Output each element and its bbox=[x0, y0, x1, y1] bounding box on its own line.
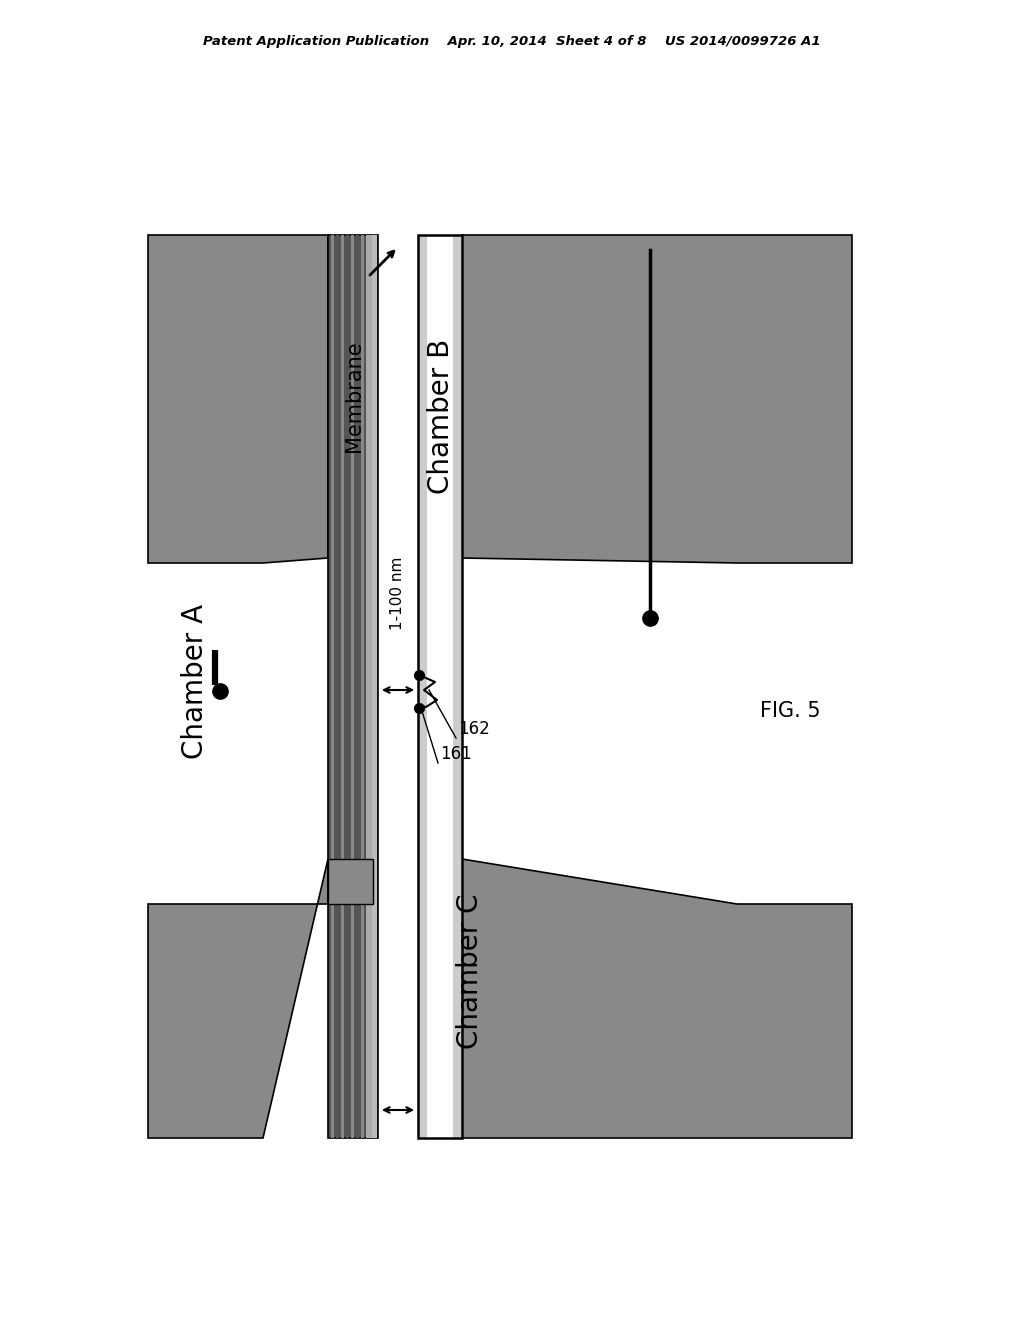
Bar bbox=[351, 235, 354, 1138]
Text: 1-100 nm: 1-100 nm bbox=[390, 557, 406, 630]
Bar bbox=[346, 235, 349, 1138]
Bar bbox=[371, 235, 374, 1138]
Bar bbox=[328, 235, 378, 1138]
Polygon shape bbox=[148, 859, 328, 1138]
Bar bbox=[418, 235, 427, 1138]
Bar bbox=[356, 235, 359, 1138]
Bar bbox=[372, 235, 377, 1138]
Bar bbox=[336, 235, 339, 1138]
Polygon shape bbox=[148, 235, 328, 564]
Polygon shape bbox=[462, 235, 852, 564]
Bar bbox=[366, 235, 369, 1138]
Text: Chamber C: Chamber C bbox=[456, 894, 484, 1049]
Polygon shape bbox=[462, 859, 852, 1138]
Text: Chamber B: Chamber B bbox=[427, 339, 455, 494]
Text: Membrane: Membrane bbox=[344, 341, 364, 453]
Text: Patent Application Publication    Apr. 10, 2014  Sheet 4 of 8    US 2014/0099726: Patent Application Publication Apr. 10, … bbox=[203, 36, 821, 49]
Text: 161: 161 bbox=[440, 744, 472, 763]
Text: Chamber A: Chamber A bbox=[181, 603, 209, 759]
Bar bbox=[341, 235, 344, 1138]
Bar bbox=[453, 235, 462, 1138]
Bar bbox=[331, 235, 334, 1138]
Bar bbox=[361, 235, 364, 1138]
Text: FIG. 5: FIG. 5 bbox=[760, 701, 820, 721]
Bar bbox=[366, 235, 376, 1138]
Bar bbox=[418, 235, 462, 1138]
Bar bbox=[418, 235, 462, 1138]
Bar bbox=[328, 859, 373, 904]
Text: 162: 162 bbox=[458, 719, 489, 738]
